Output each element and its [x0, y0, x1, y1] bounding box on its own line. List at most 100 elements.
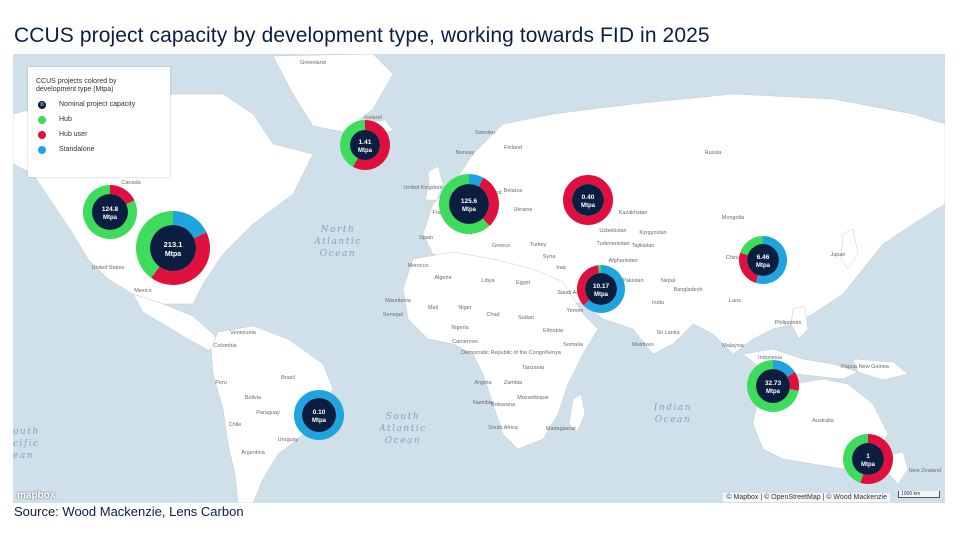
- country-label-75: Turkmenistan: [596, 241, 629, 247]
- donut-segment-hub: [740, 236, 763, 256]
- donut-center: [92, 194, 128, 230]
- donut-center: [350, 130, 380, 160]
- legend-swatch-hub-user: [38, 130, 46, 139]
- country-label-77: Uzbekistan: [599, 228, 626, 234]
- country-label-19: Belarus: [504, 188, 523, 194]
- country-label-61: Sri Lanka: [656, 330, 680, 336]
- country-label-37: Cameroon: [452, 339, 478, 345]
- donut-unit-label: Mtpa: [861, 462, 876, 468]
- project-donut-6[interactable]: 6.46 Mtpa: [738, 236, 787, 284]
- legend-title: CCUS projects colored by development typ…: [36, 78, 117, 93]
- country-label-72: Papua New Guinea: [841, 364, 890, 370]
- donut-segment-hub-user: [352, 120, 390, 170]
- legend-item-hub-user: Hub user: [36, 127, 162, 142]
- donut-segment-hub: [339, 120, 365, 167]
- donut-unit-label: Mtpa: [312, 418, 327, 424]
- donut-segment-hub: [747, 360, 799, 412]
- country-label-57: Pakistan: [622, 278, 643, 284]
- country-label-28: Libya: [481, 278, 495, 284]
- donut-center: [572, 184, 604, 216]
- country-label-7: Brazil: [281, 375, 295, 381]
- project-donut-9[interactable]: 1 Mtpa: [843, 434, 894, 485]
- ocean-label-0: North Atlantic Ocean: [313, 225, 362, 259]
- country-label-69: Philippines: [775, 320, 802, 326]
- legend-item-nominal: n Nominal project capacity: [36, 97, 162, 112]
- mapbox-logo[interactable]: mapbox: [17, 490, 56, 501]
- project-donut-5[interactable]: 10.17 Mtpa: [577, 265, 625, 313]
- country-label-68: Laos: [729, 298, 741, 304]
- project-donut-4[interactable]: 0.40 Mtpa: [563, 175, 613, 225]
- donut-segment-hub: [597, 265, 601, 274]
- donut-capacity-label: 125.6: [461, 198, 478, 205]
- donut-center: [449, 184, 489, 224]
- project-donut-1[interactable]: 213.1 Mtpa: [136, 211, 211, 285]
- country-label-62: Maldives: [632, 342, 654, 348]
- country-label-26: Morocco: [407, 263, 428, 269]
- country-label-43: Angola: [474, 380, 492, 386]
- donut-segment-standalone: [755, 236, 787, 284]
- project-donut-2[interactable]: 1.41 Mtpa: [339, 120, 390, 170]
- country-label-14: Sweden: [475, 130, 495, 136]
- country-label-20: Ukraine: [514, 207, 533, 213]
- donut-segment-hub-user: [577, 265, 599, 306]
- donut-capacity-label: 32.73: [765, 380, 782, 387]
- donut-unit-label: Mtpa: [766, 389, 781, 395]
- country-label-27: Algeria: [434, 275, 452, 281]
- donut-unit-label: Mtpa: [594, 292, 609, 298]
- country-label-0: Greenland: [300, 60, 326, 66]
- country-label-53: Iraq: [556, 265, 565, 271]
- donut-segment-hub-user: [860, 434, 894, 485]
- country-label-66: China: [726, 255, 741, 261]
- country-label-58: India: [652, 300, 665, 306]
- country-label-36: Nigeria: [451, 325, 469, 331]
- country-label-48: Madagascar: [546, 426, 576, 432]
- donut-center: [585, 273, 617, 305]
- country-label-25: Turkey: [530, 242, 547, 248]
- map-attribution[interactable]: © Mapbox | © OpenStreetMap | © Wood Mack…: [723, 493, 890, 502]
- project-donut-0[interactable]: 124.8 Mtpa: [83, 185, 137, 239]
- country-label-71: Indonesia: [758, 355, 783, 361]
- donut-unit-label: Mtpa: [358, 148, 373, 154]
- country-label-3: Mexico: [134, 288, 151, 294]
- landmass-png: [852, 358, 909, 381]
- country-label-10: Chile: [229, 422, 242, 428]
- country-label-64: Kazakhstan: [619, 210, 648, 216]
- donut-unit-label: Mtpa: [581, 203, 596, 209]
- country-label-31: Mali: [428, 305, 438, 311]
- country-label-42: Democratic Republic of the Congo: [461, 350, 545, 356]
- legend: CCUS projects colored by development typ…: [28, 67, 170, 177]
- country-label-13: Iceland: [364, 115, 382, 121]
- landmass-philippines: [790, 305, 809, 340]
- donut-segment-standalone: [469, 174, 484, 187]
- legend-swatch-standalone: [38, 145, 46, 154]
- donut-segment-hub-user: [787, 372, 799, 391]
- country-label-67: Japan: [831, 252, 846, 258]
- country-label-15: Norway: [456, 150, 475, 156]
- country-label-51: Yemen: [567, 308, 584, 314]
- project-donut-3[interactable]: 125.6 Mtpa: [439, 174, 499, 235]
- country-label-9: Paraguay: [256, 410, 280, 416]
- world-map[interactable]: North Atlantic Ocean South Atlantic Ocean Indi…: [13, 54, 945, 503]
- country-label-39: Somalia: [563, 342, 584, 348]
- country-label-29: Egypt: [516, 280, 531, 286]
- country-label-17: United Kingdom: [403, 185, 443, 191]
- project-donut-8[interactable]: 0.10 Mtpa: [294, 390, 344, 440]
- landmass-madagascar: [568, 393, 586, 433]
- donut-capacity-label: 213.1: [164, 240, 183, 249]
- country-label-47: Mozambique: [517, 395, 549, 401]
- donut-unit-label: Mtpa: [756, 263, 771, 269]
- source-note: Source: Wood Mackenzie, Lens Carbon: [14, 504, 244, 519]
- map-canvas[interactable]: North Atlantic Ocean South Atlantic Ocean Indi…: [13, 54, 945, 503]
- project-donut-7[interactable]: 32.73 Mtpa: [747, 360, 799, 412]
- country-label-65: Mongolia: [722, 215, 745, 221]
- donut-segment-hub-user: [110, 185, 135, 205]
- landmass-africa: [402, 251, 599, 450]
- country-labels: Greenland Canada United States Mexico Venezu…: [91, 60, 941, 474]
- country-label-76: Tajikistan: [632, 243, 655, 249]
- donut-segment-hub-user: [563, 175, 613, 225]
- donut-capacity-label: 1: [866, 453, 870, 460]
- landmasses: [13, 54, 945, 503]
- ocean-label-2: Indian Ocean: [653, 403, 692, 425]
- scale-bar: 1000 km: [898, 491, 940, 498]
- country-label-6: Peru: [215, 380, 227, 386]
